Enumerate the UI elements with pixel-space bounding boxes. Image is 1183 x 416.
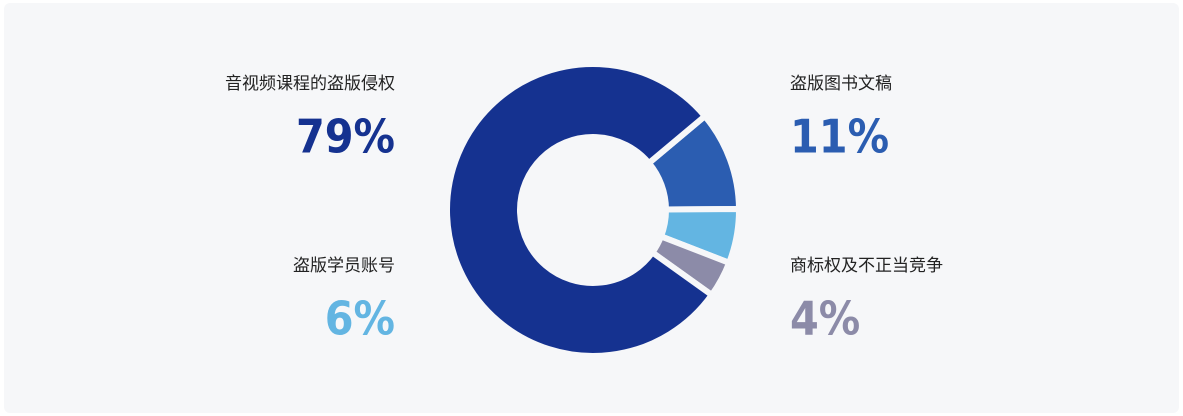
value-label: 79% [296,110,395,164]
panel [4,3,1179,413]
legend-label: 音视频课程的盗版侵权 [225,74,395,94]
legend-label: 商标权及不正当竞争 [790,256,943,276]
value-label: 4% [790,292,860,346]
legend-label: 盗版学员账号 [293,256,395,276]
value-label: 11% [790,110,889,164]
value-label: 6% [325,292,395,346]
donut-slice [444,61,716,359]
legend-label: 盗版图书文稿 [790,74,892,94]
